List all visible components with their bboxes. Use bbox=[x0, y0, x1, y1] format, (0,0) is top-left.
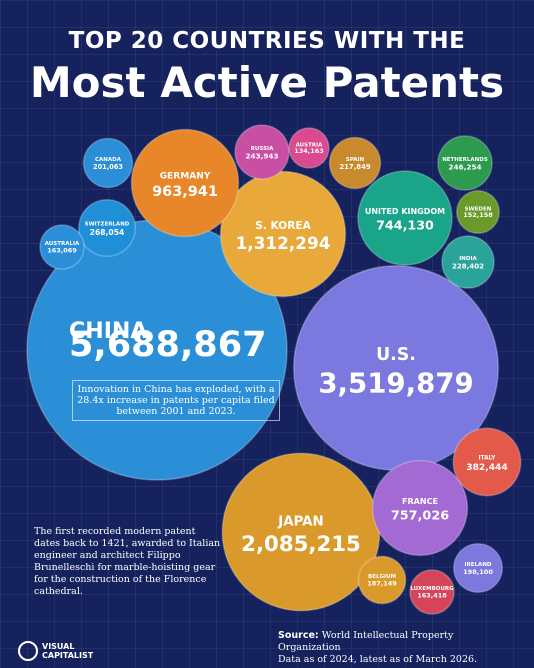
value-label: 163,418 bbox=[417, 591, 447, 599]
country-name: SPAIN bbox=[346, 157, 365, 163]
value-label: 963,941 bbox=[152, 184, 218, 200]
country-name: FRANCE bbox=[402, 497, 438, 506]
value-label: 382,444 bbox=[466, 463, 507, 473]
value-label: 757,026 bbox=[391, 508, 449, 523]
bubble bbox=[371, 459, 469, 557]
country-name: RUSSIA bbox=[251, 146, 274, 152]
bubble bbox=[328, 136, 382, 190]
value-label: 228,402 bbox=[452, 261, 484, 270]
bubble bbox=[452, 542, 504, 594]
country-name: CANADA bbox=[95, 157, 122, 163]
value-label: 198,100 bbox=[463, 568, 493, 576]
bubble bbox=[39, 224, 85, 270]
value-label: 3,519,879 bbox=[318, 367, 473, 400]
value-label: 243,943 bbox=[245, 151, 278, 160]
bubble bbox=[455, 189, 501, 235]
country-name: GERMANY bbox=[160, 172, 211, 182]
bubble bbox=[78, 199, 136, 257]
data-note: Data as of 2024, latest as of March 2026… bbox=[278, 654, 478, 665]
value-label: 268,054 bbox=[90, 228, 125, 237]
source-label: Source: bbox=[278, 630, 319, 641]
bubble bbox=[234, 124, 290, 180]
value-label: 134,163 bbox=[294, 147, 324, 155]
value-label: 152,158 bbox=[463, 211, 493, 219]
value-label: 246,254 bbox=[448, 162, 481, 171]
bubble bbox=[130, 128, 240, 238]
country-name: SWITZERLAND bbox=[85, 222, 130, 228]
value-label: 5,688,867 bbox=[69, 324, 267, 365]
bubble bbox=[441, 235, 495, 289]
country-name: NETHERLANDS bbox=[442, 157, 488, 163]
bubble bbox=[409, 569, 455, 615]
bubble bbox=[452, 427, 522, 497]
value-label: 217,849 bbox=[339, 163, 370, 171]
value-label: 163,069 bbox=[47, 246, 77, 254]
bubble bbox=[357, 555, 407, 605]
value-label: 187,149 bbox=[367, 580, 397, 588]
country-name: S. KOREA bbox=[255, 219, 312, 232]
country-name: U.S. bbox=[376, 345, 416, 365]
bubble bbox=[288, 127, 330, 169]
bubble bbox=[357, 170, 453, 266]
country-name: JAPAN bbox=[277, 515, 323, 530]
logo bbox=[18, 641, 38, 661]
country-name: LUXEMBOURG bbox=[410, 586, 454, 592]
value-label: 2,085,215 bbox=[241, 532, 361, 557]
country-name: BELGIUM bbox=[368, 574, 396, 580]
country-name: AUSTRIA bbox=[296, 142, 324, 148]
title: TOP 20 COUNTRIES WITH THE bbox=[68, 28, 466, 54]
bubble bbox=[219, 170, 347, 298]
country-name: SWEDEN bbox=[465, 206, 492, 212]
source: Source: World Intellectual Property Orga… bbox=[278, 630, 518, 666]
country-name: IRELAND bbox=[465, 562, 492, 568]
subtitle: Most Active Patents bbox=[29, 58, 505, 107]
bubble bbox=[82, 137, 134, 189]
bubble bbox=[437, 135, 493, 191]
annotation: Innovation in China has exploded, with a… bbox=[72, 380, 280, 421]
value-label: 201,063 bbox=[93, 163, 123, 171]
country-name: ITALY bbox=[479, 455, 497, 461]
country-name: INDIA bbox=[459, 256, 477, 262]
country-name: UNITED KINGDOM bbox=[365, 207, 445, 216]
value-label: 744,130 bbox=[376, 217, 434, 232]
side-note: The first recorded modern patent dates b… bbox=[34, 526, 221, 597]
country-name: AUSTRALIA bbox=[45, 241, 80, 247]
country-name: CHINA bbox=[69, 318, 148, 344]
brand: VISUAL CAPITALIST bbox=[42, 642, 94, 660]
value-label: 1,312,294 bbox=[236, 233, 331, 253]
source-text: World Intellectual Property Organization bbox=[278, 630, 454, 653]
